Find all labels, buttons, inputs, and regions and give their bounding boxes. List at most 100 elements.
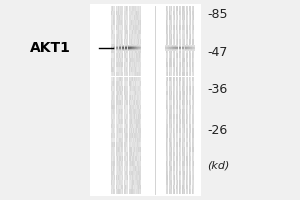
- Bar: [140, 180, 141, 185]
- Bar: [124, 62, 125, 67]
- Bar: [193, 166, 194, 170]
- Bar: [123, 156, 124, 161]
- Bar: [128, 39, 129, 44]
- Bar: [113, 72, 114, 76]
- Bar: [134, 161, 135, 166]
- Bar: [177, 128, 178, 133]
- Bar: [129, 105, 130, 109]
- Bar: [135, 189, 136, 194]
- Bar: [140, 45, 141, 46]
- Bar: [126, 6, 127, 11]
- Bar: [174, 48, 175, 49]
- Bar: [192, 152, 193, 156]
- Bar: [133, 6, 134, 11]
- Bar: [190, 114, 191, 119]
- Bar: [121, 67, 122, 72]
- Bar: [114, 39, 115, 44]
- Bar: [184, 100, 185, 105]
- Bar: [185, 62, 186, 67]
- Bar: [186, 62, 187, 67]
- Bar: [182, 20, 183, 25]
- Bar: [125, 128, 126, 133]
- Bar: [128, 25, 129, 29]
- Bar: [165, 147, 166, 152]
- Bar: [171, 95, 172, 100]
- Bar: [128, 95, 129, 100]
- Bar: [189, 142, 190, 147]
- Bar: [111, 44, 112, 48]
- Bar: [131, 15, 132, 20]
- Bar: [193, 100, 194, 105]
- Bar: [183, 49, 184, 50]
- Bar: [183, 6, 184, 11]
- Bar: [115, 95, 116, 100]
- Bar: [174, 76, 175, 81]
- Bar: [126, 189, 127, 194]
- Bar: [124, 109, 125, 114]
- Bar: [114, 95, 115, 100]
- Bar: [167, 44, 168, 48]
- Bar: [115, 49, 116, 50]
- Bar: [129, 152, 130, 156]
- Bar: [182, 109, 183, 114]
- Bar: [180, 6, 181, 11]
- Bar: [134, 180, 135, 185]
- Bar: [118, 133, 119, 138]
- Bar: [172, 166, 173, 170]
- Bar: [135, 44, 136, 48]
- Bar: [174, 20, 175, 25]
- Bar: [174, 53, 175, 58]
- Bar: [170, 72, 171, 76]
- Bar: [173, 152, 174, 156]
- Bar: [134, 58, 135, 62]
- Bar: [131, 76, 132, 81]
- Bar: [187, 86, 188, 91]
- Bar: [118, 48, 119, 53]
- Bar: [134, 62, 135, 67]
- Bar: [187, 189, 188, 194]
- Bar: [126, 91, 127, 95]
- Bar: [136, 95, 137, 100]
- Bar: [117, 91, 118, 95]
- Bar: [187, 53, 188, 58]
- Bar: [133, 49, 134, 50]
- Bar: [124, 46, 125, 47]
- Bar: [112, 48, 113, 53]
- Bar: [188, 109, 189, 114]
- Bar: [140, 128, 141, 133]
- Bar: [191, 44, 192, 48]
- Bar: [193, 142, 194, 147]
- Bar: [119, 114, 120, 119]
- Bar: [192, 6, 193, 11]
- Bar: [118, 29, 119, 34]
- Bar: [130, 67, 131, 72]
- Bar: [136, 166, 137, 170]
- Bar: [192, 156, 193, 161]
- Bar: [168, 6, 169, 11]
- Bar: [116, 48, 117, 53]
- Bar: [178, 81, 179, 86]
- Bar: [124, 15, 125, 20]
- Bar: [132, 175, 133, 180]
- Bar: [179, 128, 180, 133]
- Bar: [190, 123, 191, 128]
- Bar: [171, 175, 172, 180]
- Bar: [184, 133, 185, 138]
- Bar: [173, 180, 174, 185]
- Bar: [132, 58, 133, 62]
- Bar: [116, 34, 117, 39]
- Bar: [115, 62, 116, 67]
- Bar: [194, 147, 195, 152]
- Bar: [119, 170, 120, 175]
- Bar: [125, 48, 126, 53]
- Bar: [191, 114, 192, 119]
- Bar: [120, 175, 121, 180]
- Bar: [172, 142, 173, 147]
- Bar: [190, 95, 191, 100]
- Bar: [115, 123, 116, 128]
- Bar: [138, 6, 139, 11]
- Bar: [169, 50, 170, 51]
- Bar: [191, 15, 192, 20]
- Bar: [132, 11, 133, 15]
- Bar: [167, 175, 168, 180]
